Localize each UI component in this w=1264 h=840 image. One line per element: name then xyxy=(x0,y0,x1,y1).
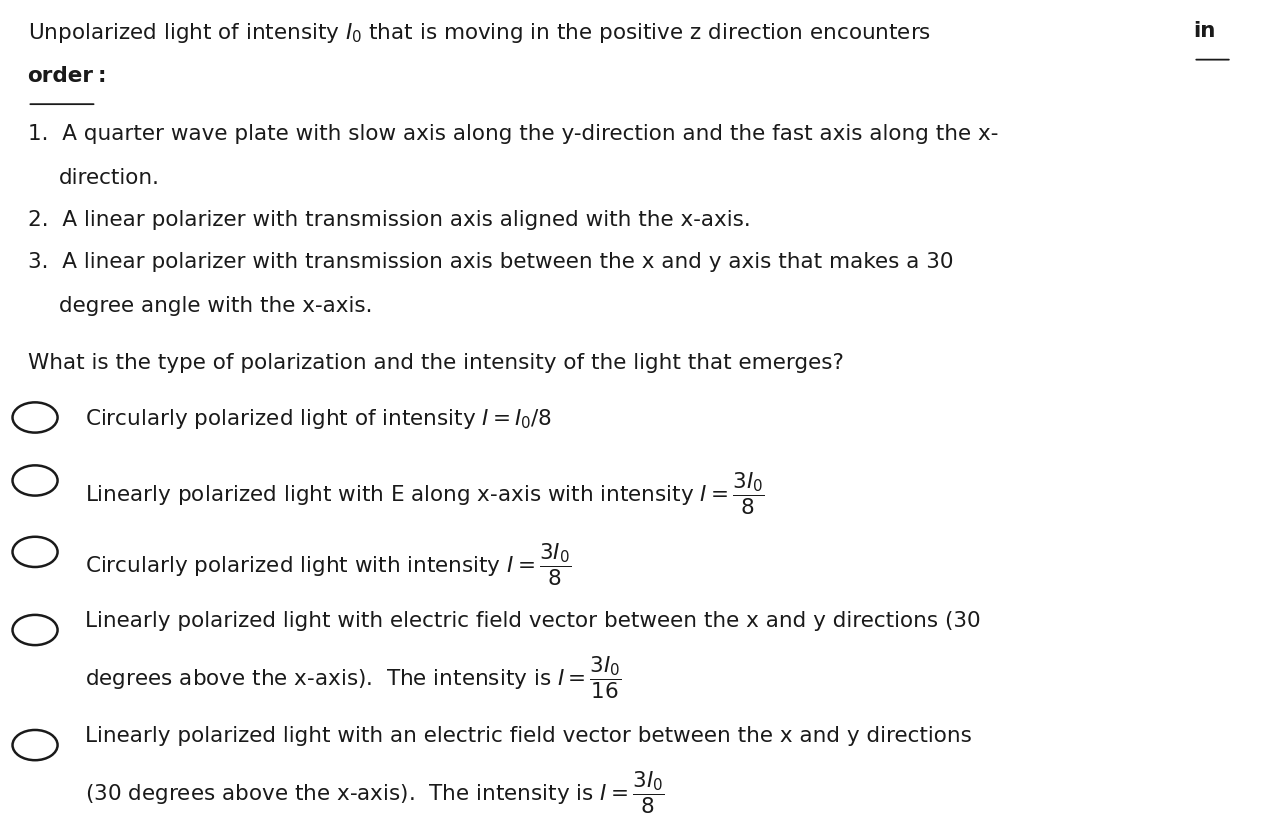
Text: What is the type of polarization and the intensity of the light that emerges?: What is the type of polarization and the… xyxy=(28,353,843,373)
Text: 2.  A linear polarizer with transmission axis aligned with the x-axis.: 2. A linear polarizer with transmission … xyxy=(28,210,751,230)
Text: Linearly polarized light with an electric field vector between the x and y direc: Linearly polarized light with an electri… xyxy=(85,726,972,746)
Text: Unpolarized light of intensity $I_0$ that is moving in the positive z direction : Unpolarized light of intensity $I_0$ tha… xyxy=(28,21,930,45)
Text: Circularly polarized light of intensity $I = I_0/8$: Circularly polarized light of intensity … xyxy=(85,407,551,432)
Text: :: : xyxy=(97,66,106,86)
Text: degree angle with the x-axis.: degree angle with the x-axis. xyxy=(59,296,373,316)
Text: (30 degrees above the x-axis).  The intensity is $I = \dfrac{3I_0}{8}$: (30 degrees above the x-axis). The inten… xyxy=(85,769,665,816)
Text: 1.  A quarter wave plate with slow axis along the y-direction and the fast axis : 1. A quarter wave plate with slow axis a… xyxy=(28,124,997,144)
Text: direction.: direction. xyxy=(59,168,159,188)
Text: Linearly polarized light with electric field vector between the x and y directio: Linearly polarized light with electric f… xyxy=(85,611,981,631)
Text: Circularly polarized light with intensity $I = \dfrac{3I_0}{8}$: Circularly polarized light with intensit… xyxy=(85,542,571,588)
Text: degrees above the x-axis).  The intensity is $I = \dfrac{3I_0}{16}$: degrees above the x-axis). The intensity… xyxy=(85,654,622,701)
Text: order: order xyxy=(28,66,94,86)
Text: Linearly polarized light with E along x-axis with intensity $I = \dfrac{3I_0}{8}: Linearly polarized light with E along x-… xyxy=(85,470,765,517)
Text: 3.  A linear polarizer with transmission axis between the x and y axis that make: 3. A linear polarizer with transmission … xyxy=(28,252,953,272)
Text: in: in xyxy=(1193,21,1216,41)
